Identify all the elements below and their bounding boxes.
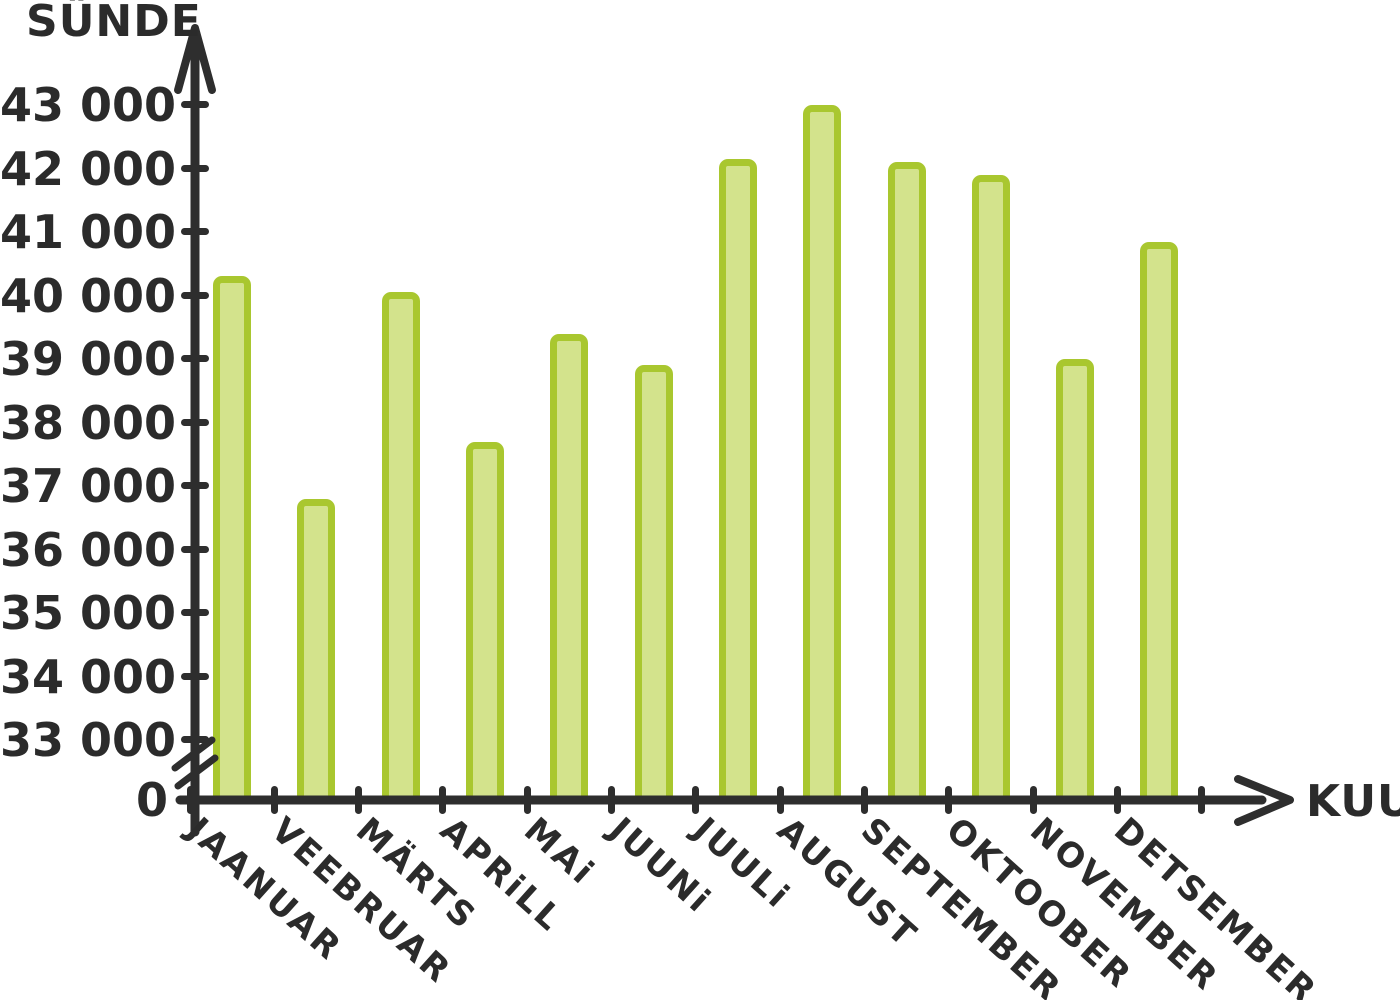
- x-tick: [523, 786, 531, 814]
- y-origin-label: 0: [135, 773, 168, 827]
- axis-break-icon: [171, 736, 219, 790]
- y-tick-label: 33 000: [0, 713, 177, 767]
- bar-november: [1056, 359, 1095, 804]
- y-tick: [181, 672, 209, 680]
- y-tick-label: 39 000: [0, 332, 177, 386]
- x-tick: [186, 786, 194, 814]
- x-tick: [1198, 786, 1206, 814]
- x-tick: [1029, 786, 1037, 814]
- y-tick: [181, 101, 209, 108]
- bar-marts: [381, 292, 420, 804]
- y-tick: [181, 736, 209, 743]
- x-tick: [692, 786, 700, 814]
- y-tick-label: 41 000: [0, 205, 177, 259]
- bar-aprill: [466, 441, 505, 804]
- y-tick: [181, 418, 209, 426]
- y-axis-title: SÜNDE: [26, 0, 202, 47]
- x-tick: [439, 786, 447, 814]
- bar-jaanuar: [213, 276, 252, 804]
- y-tick-label: 38 000: [0, 395, 177, 450]
- y-tick: [181, 164, 209, 172]
- y-tick: [181, 228, 209, 235]
- y-tick: [181, 545, 209, 553]
- x-tick: [776, 786, 784, 814]
- bar-mai: [550, 333, 589, 804]
- bar-detsember: [1140, 241, 1179, 804]
- y-tick-label: 36 000: [0, 522, 177, 577]
- x-tick: [270, 786, 278, 814]
- y-tick: [181, 291, 209, 299]
- y-tick: [181, 355, 209, 362]
- y-tick-label: 37 000: [0, 459, 177, 513]
- x-axis-title: KUU: [1306, 776, 1400, 827]
- y-tick-label: 35 000: [0, 586, 177, 640]
- x-axis-arrow-icon: [1234, 775, 1294, 826]
- x-tick: [860, 786, 868, 814]
- y-tick-label: 42 000: [0, 141, 177, 196]
- x-tick: [945, 786, 953, 814]
- x-tick: [355, 786, 363, 814]
- y-tick: [181, 482, 209, 489]
- bar-juuli: [718, 158, 757, 804]
- bar-juuni: [634, 365, 673, 804]
- x-tick: [1113, 786, 1121, 814]
- x-tick: [608, 786, 615, 814]
- y-tick: [181, 609, 209, 616]
- bar-september: [887, 162, 926, 804]
- y-tick-label: 34 000: [0, 649, 177, 704]
- bar-august: [803, 105, 842, 804]
- bar-oktoober: [971, 174, 1010, 804]
- y-tick-label: 43 000: [0, 78, 177, 132]
- bar-veebruar: [297, 498, 336, 804]
- y-tick-label: 40 000: [0, 268, 177, 323]
